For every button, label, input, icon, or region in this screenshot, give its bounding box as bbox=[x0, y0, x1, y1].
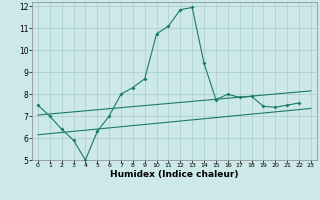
X-axis label: Humidex (Indice chaleur): Humidex (Indice chaleur) bbox=[110, 170, 239, 179]
